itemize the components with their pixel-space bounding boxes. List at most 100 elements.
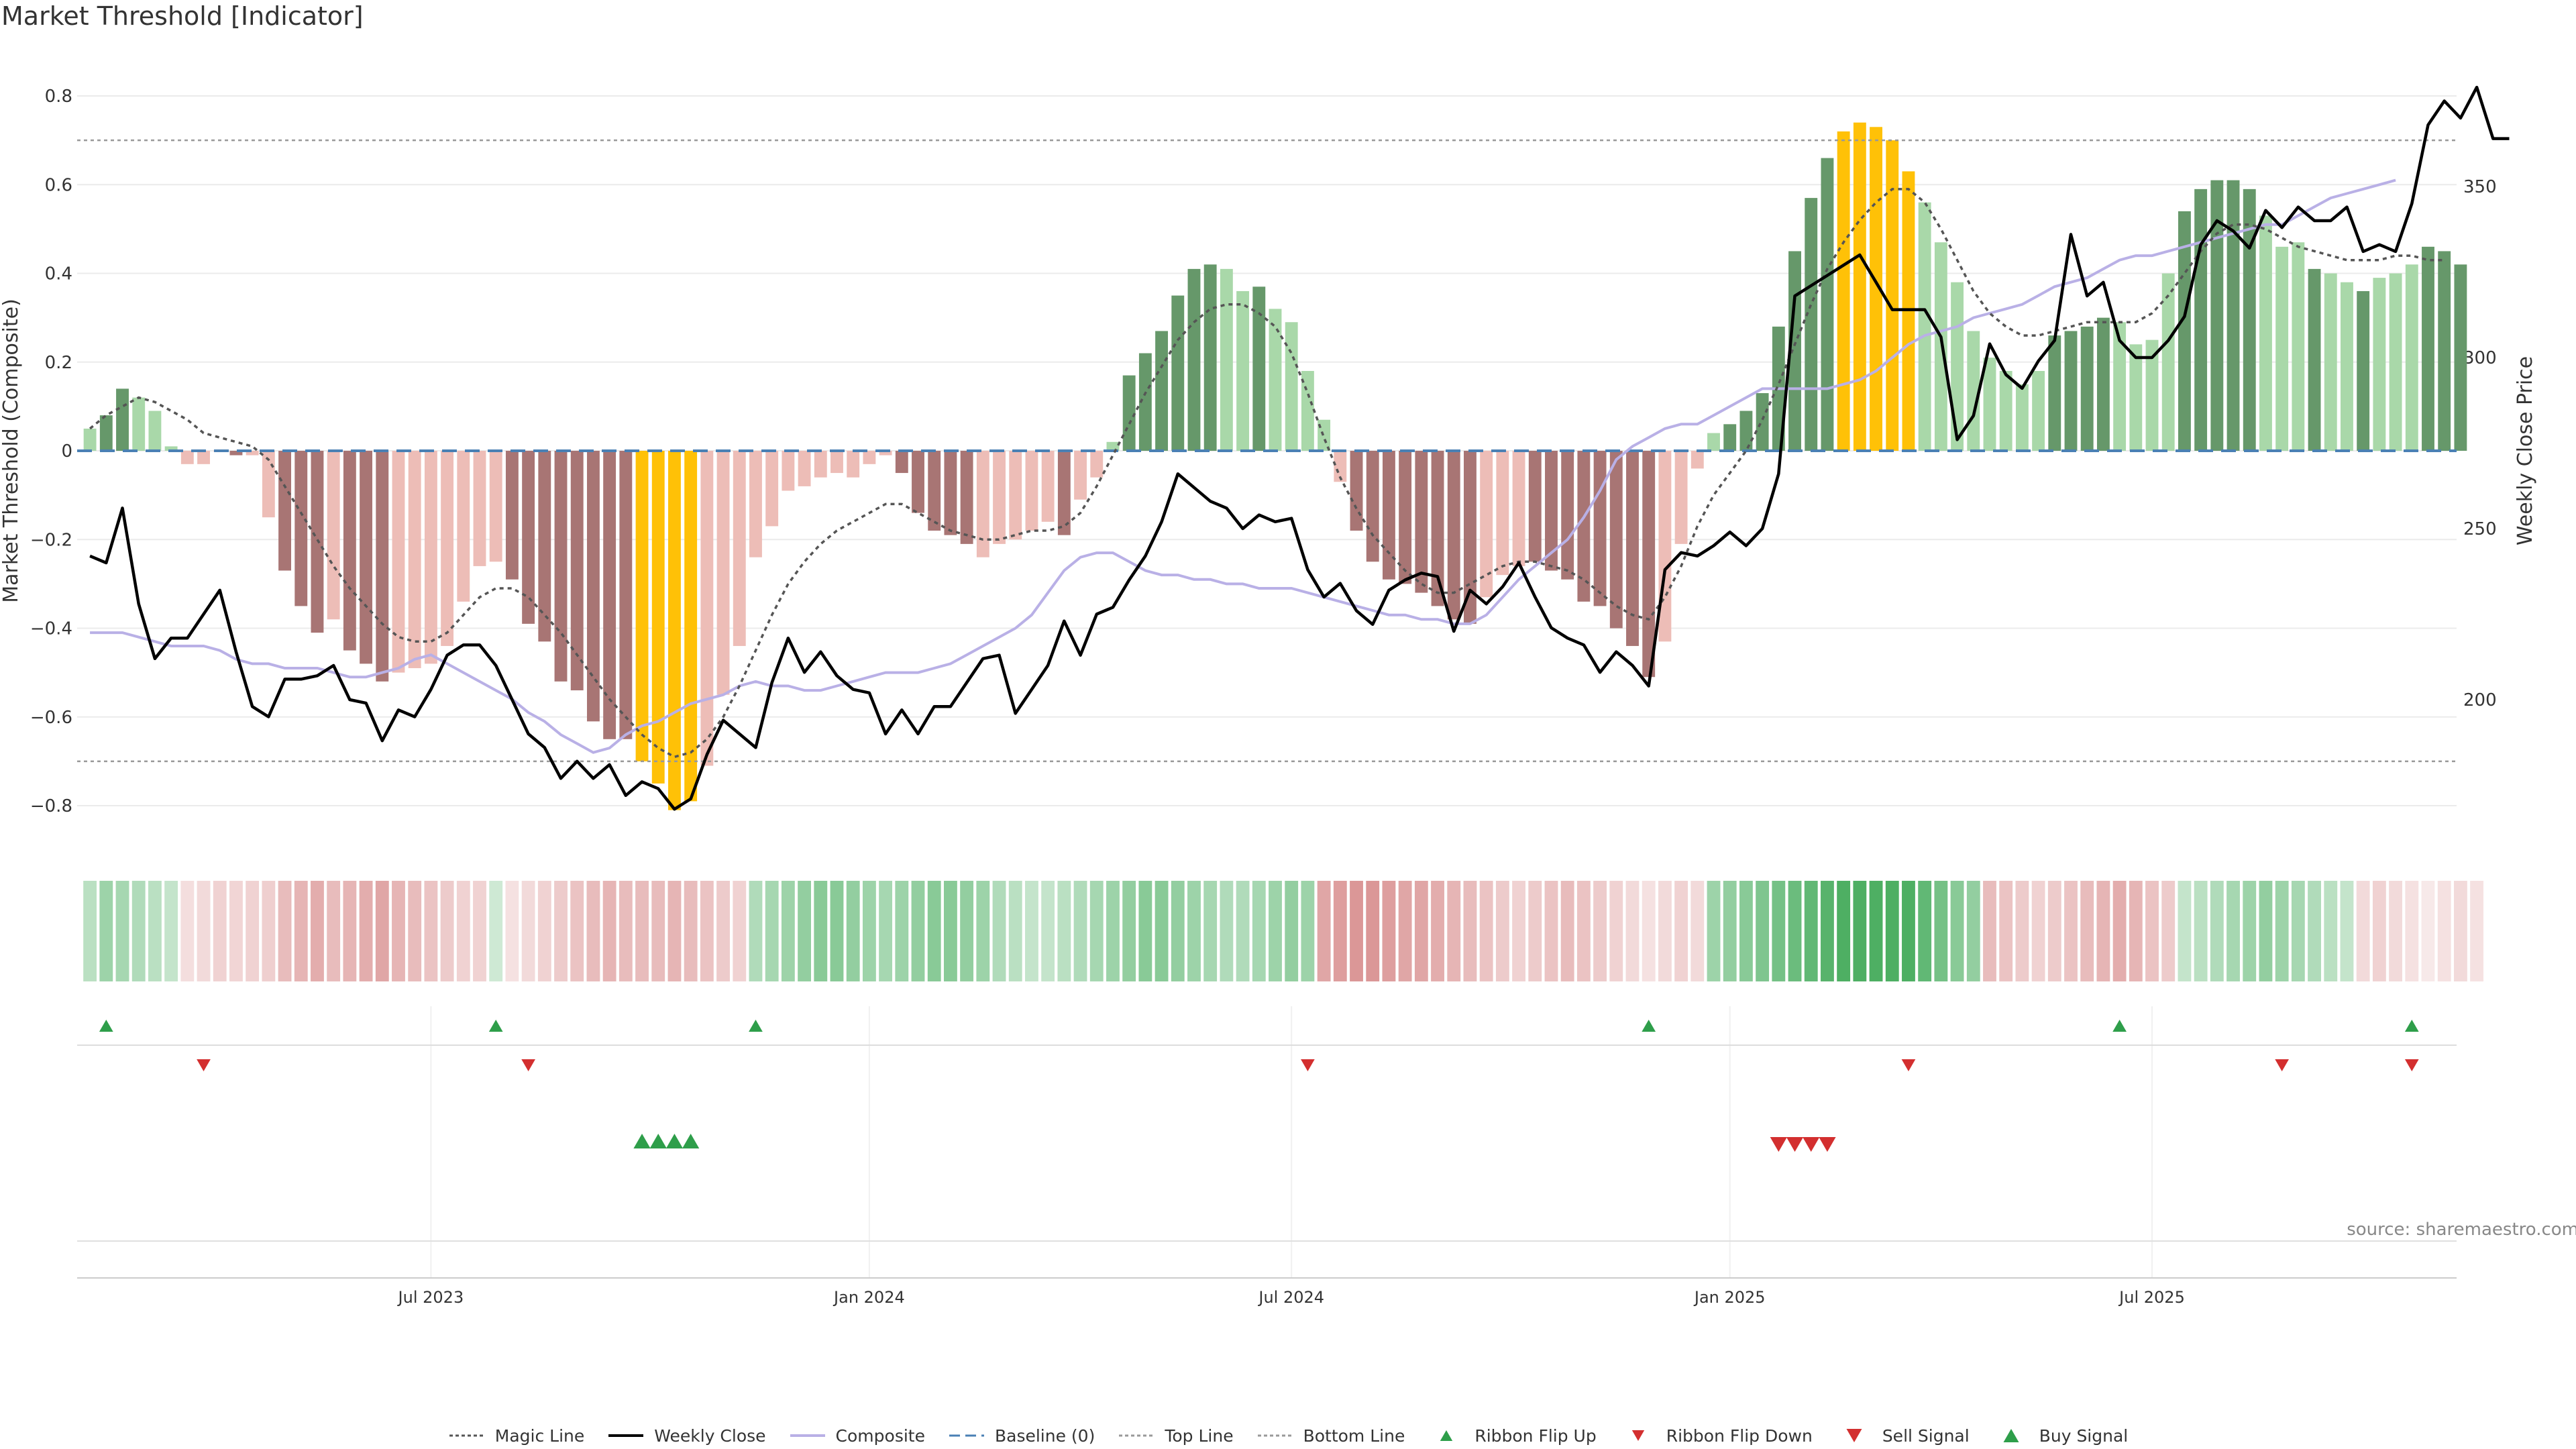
composite-bar <box>1285 322 1298 451</box>
left-tick-label: 0.2 <box>45 353 72 373</box>
legend-swatch-shape <box>1440 1430 1453 1441</box>
composite-bar <box>1366 451 1379 562</box>
composite-bar <box>912 451 924 513</box>
chart-legend: Magic Line Weekly Close Composite Baseline … <box>0 1422 2576 1449</box>
ribbon-cell <box>2096 881 2110 981</box>
composite-bar <box>1269 309 1282 451</box>
legend-swatch-shape <box>1846 1429 1862 1442</box>
composite-bar <box>1934 242 1947 451</box>
ribbon-cell <box>879 881 893 981</box>
composite-bar <box>668 451 681 810</box>
ribbon-cell <box>1025 881 1038 981</box>
ribbon-cell <box>2080 881 2094 981</box>
legend-item: Composite <box>789 1426 925 1446</box>
ribbon-cell <box>619 881 633 981</box>
ribbon-cell <box>2226 881 2240 981</box>
ribbon-cell <box>1723 881 1737 981</box>
ribbon-cell <box>99 881 113 981</box>
ribbon-cell <box>311 881 324 981</box>
composite-bar <box>441 451 454 646</box>
composite-bar <box>1756 393 1769 451</box>
composite-bar <box>1187 268 1201 451</box>
ribbon-cell <box>1869 881 1883 981</box>
legend-item: Top Line <box>1118 1426 1234 1446</box>
composite-bar <box>2145 339 2159 451</box>
composite-bar <box>116 388 129 451</box>
left-tick-label: −0.2 <box>30 530 72 550</box>
ribbon-cell <box>1301 881 1315 981</box>
ribbon-cell <box>2161 881 2176 981</box>
ribbon-cell <box>2129 881 2143 981</box>
ribbon-cell <box>278 881 292 981</box>
composite-bar <box>1609 451 1623 629</box>
composite-bar <box>246 451 259 455</box>
legend-label: Weekly Close <box>654 1426 766 1446</box>
composite-bar <box>1106 441 1120 451</box>
right-tick-label: 350 <box>2463 177 2497 197</box>
ribbon-flip-down-marker <box>521 1059 535 1071</box>
ribbon-cell <box>392 881 405 981</box>
ribbon-cell <box>846 881 860 981</box>
composite-bar <box>1236 290 1250 451</box>
sell-signal-marker <box>1786 1137 1804 1152</box>
composite-bar <box>1009 451 1022 540</box>
ribbon-cell <box>2112 881 2127 981</box>
ribbon-cell <box>1463 881 1477 981</box>
left-tick-label: −0.4 <box>30 619 72 639</box>
ribbon-cell <box>2243 881 2257 981</box>
ribbon-flip-up-marker <box>2404 1020 2419 1032</box>
ribbon-cell <box>602 881 616 981</box>
composite-bar <box>1707 433 1720 451</box>
composite-bar <box>570 451 584 691</box>
left-axis-title: Market Threshold (Composite) <box>0 299 23 603</box>
ribbon-cell <box>2064 881 2078 981</box>
ribbon-cell <box>2405 881 2419 981</box>
composite-bar <box>1431 451 1444 606</box>
legend-item: Ribbon Flip Down <box>1619 1426 1813 1446</box>
composite-bar <box>2275 246 2289 451</box>
ribbon-cell <box>229 881 243 981</box>
ribbon-cell <box>635 881 649 981</box>
ribbon-cell <box>1609 881 1623 981</box>
ribbon-cell <box>1788 881 1802 981</box>
ribbon-cell <box>943 881 957 981</box>
left-tick-label: −0.6 <box>30 708 72 728</box>
ribbon-flip-up-marker <box>2112 1020 2127 1032</box>
ribbon-cell <box>1690 881 1705 981</box>
composite-bar <box>1399 451 1412 584</box>
composite-bar <box>2226 180 2240 451</box>
ribbon-cell <box>1674 881 1688 981</box>
ribbon-cell <box>862 881 876 981</box>
ribbon-cell <box>911 881 925 981</box>
left-tick-label: 0.6 <box>45 175 72 195</box>
ribbon-cell <box>164 881 178 981</box>
legend-label: Magic Line <box>494 1426 585 1446</box>
composite-bar <box>1853 122 1866 451</box>
composite-bar <box>1886 140 1899 451</box>
buy-signal-marker <box>665 1134 684 1148</box>
ribbon-cell <box>1966 881 1980 981</box>
buy-signal-marker <box>649 1134 667 1148</box>
composite-bar <box>976 451 989 557</box>
composite-bar <box>294 451 308 606</box>
composite-bar <box>1350 451 1363 531</box>
sell-signal-marker <box>1819 1137 1836 1152</box>
sell-signal-marker <box>1803 1137 1820 1152</box>
ribbon-flip-down-marker <box>1301 1059 1315 1071</box>
composite-bar <box>1642 451 1656 678</box>
composite-bar <box>1220 268 1233 451</box>
ribbon-cell <box>1252 881 1266 981</box>
ribbon-cell <box>1983 881 1996 981</box>
legend-swatch <box>2003 1429 2019 1442</box>
composite-bar <box>895 451 908 474</box>
legend-label: Composite <box>835 1426 925 1446</box>
composite-bar <box>489 451 502 562</box>
legend-swatch <box>1119 1434 1155 1437</box>
composite-bar <box>635 451 649 761</box>
ribbon-cell <box>2389 881 2403 981</box>
ribbon-cell <box>830 881 844 981</box>
ribbon-cell <box>505 881 519 981</box>
composite-bar <box>2292 242 2305 451</box>
ribbon-cell <box>2178 881 2192 981</box>
legend-label: Baseline (0) <box>994 1426 1095 1446</box>
